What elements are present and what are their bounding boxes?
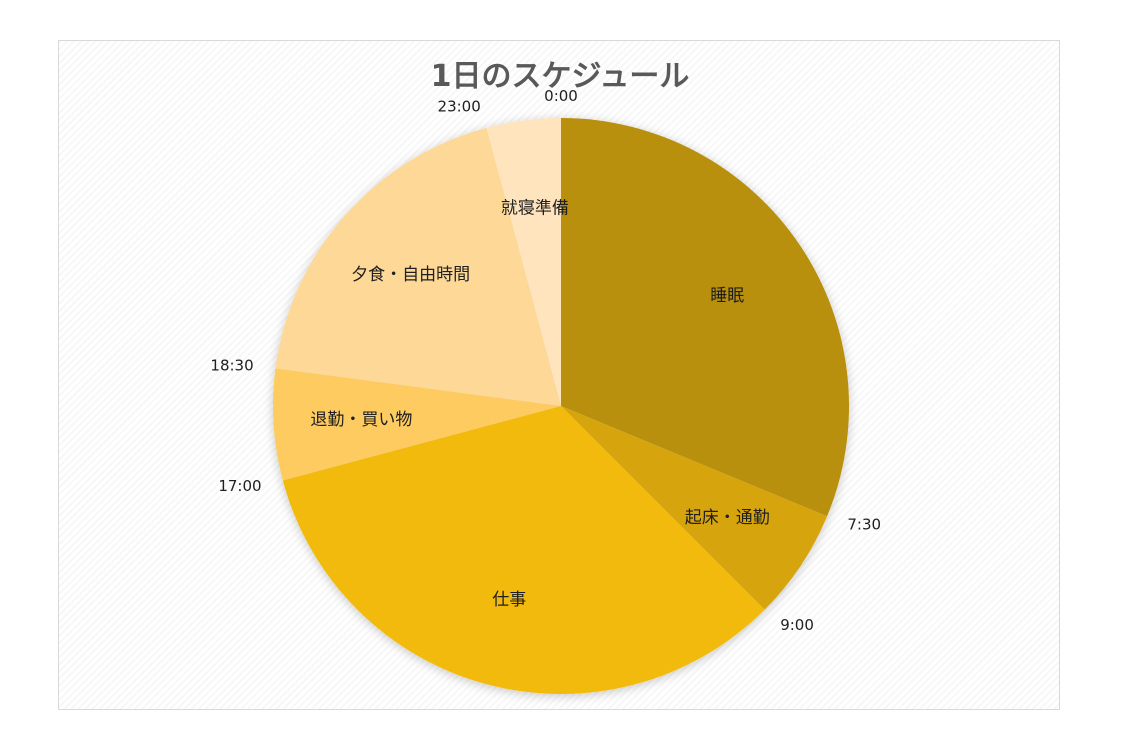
pie-slice-2: [561, 406, 828, 610]
pie-slices: [273, 118, 850, 694]
slice-label-4: 退勤・買い物: [310, 410, 412, 430]
slice-label-5: 夕食・自由時間: [351, 265, 470, 285]
chart-title: 1日のスケジュール: [431, 59, 690, 94]
pie-slice-5: [275, 127, 561, 407]
time-label-2: 7:30: [847, 516, 881, 534]
pie-slice-4: [273, 368, 561, 481]
time-label-1: 0:00: [544, 87, 578, 105]
slice-label-1: 睡眠: [710, 286, 744, 306]
time-label-3: 9:00: [780, 616, 814, 634]
pie-slice-3: [282, 406, 765, 694]
time-label-4: 17:00: [218, 477, 261, 495]
slice-label-3: 仕事: [492, 590, 526, 610]
chart-area: 1日のスケジュール 睡眠起床・通勤仕事 退勤・買い物 夕食・自由時間 就寝準備 0:0…: [58, 40, 1060, 710]
time-label-6: 23:00: [438, 98, 481, 116]
slice-label-6: 就寝準備: [501, 198, 569, 219]
pie-slice-1: [561, 118, 850, 517]
pie-slice-6: [486, 118, 561, 406]
time-labels: 0:00 7:30 9:00 17:00 18:30 23:00: [210, 87, 881, 634]
slice-label-2: 起床・通勤: [685, 508, 770, 528]
time-label-5: 18:30: [210, 357, 253, 375]
